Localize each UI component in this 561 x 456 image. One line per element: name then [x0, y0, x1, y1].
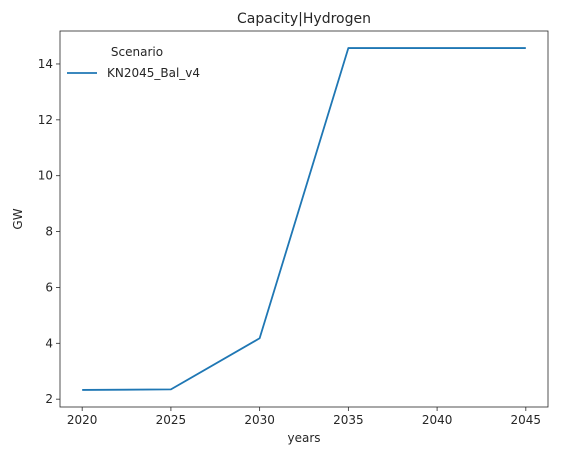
series-layer: [82, 47, 526, 391]
y-tick-label-8: 8: [45, 225, 53, 239]
x-tick-label-2035: 2035: [333, 413, 364, 427]
y-tick-label-12: 12: [38, 113, 53, 127]
x-tick-label-2030: 2030: [244, 413, 275, 427]
y-tick-label-14: 14: [38, 57, 53, 71]
series-line-0: [82, 47, 526, 391]
y-tick-label-4: 4: [45, 336, 53, 350]
chart-title: Capacity|Hydrogen: [237, 11, 371, 27]
x-tick-label-2045: 2045: [511, 413, 542, 427]
y-tick-label-6: 6: [45, 280, 53, 294]
plot-area-frame: [59, 30, 549, 408]
x-tick-label-2020: 2020: [67, 413, 98, 427]
y-axis: 2 4 6 8 10 12 14: [38, 57, 60, 406]
legend: Scenario KN2045_Bal_v4: [67, 45, 200, 80]
legend-title: Scenario: [111, 45, 163, 59]
legend-label-kn2045-bal-v4: KN2045_Bal_v4: [107, 66, 200, 80]
x-axis-label: years: [287, 431, 320, 445]
y-axis-label: GW: [11, 208, 25, 229]
x-tick-label-2025: 2025: [156, 413, 187, 427]
x-axis: 2020 2025 2030 2035 2040 2045: [67, 407, 541, 427]
y-tick-label-10: 10: [38, 169, 53, 183]
y-tick-label-2: 2: [45, 392, 53, 406]
x-tick-label-2040: 2040: [422, 413, 453, 427]
